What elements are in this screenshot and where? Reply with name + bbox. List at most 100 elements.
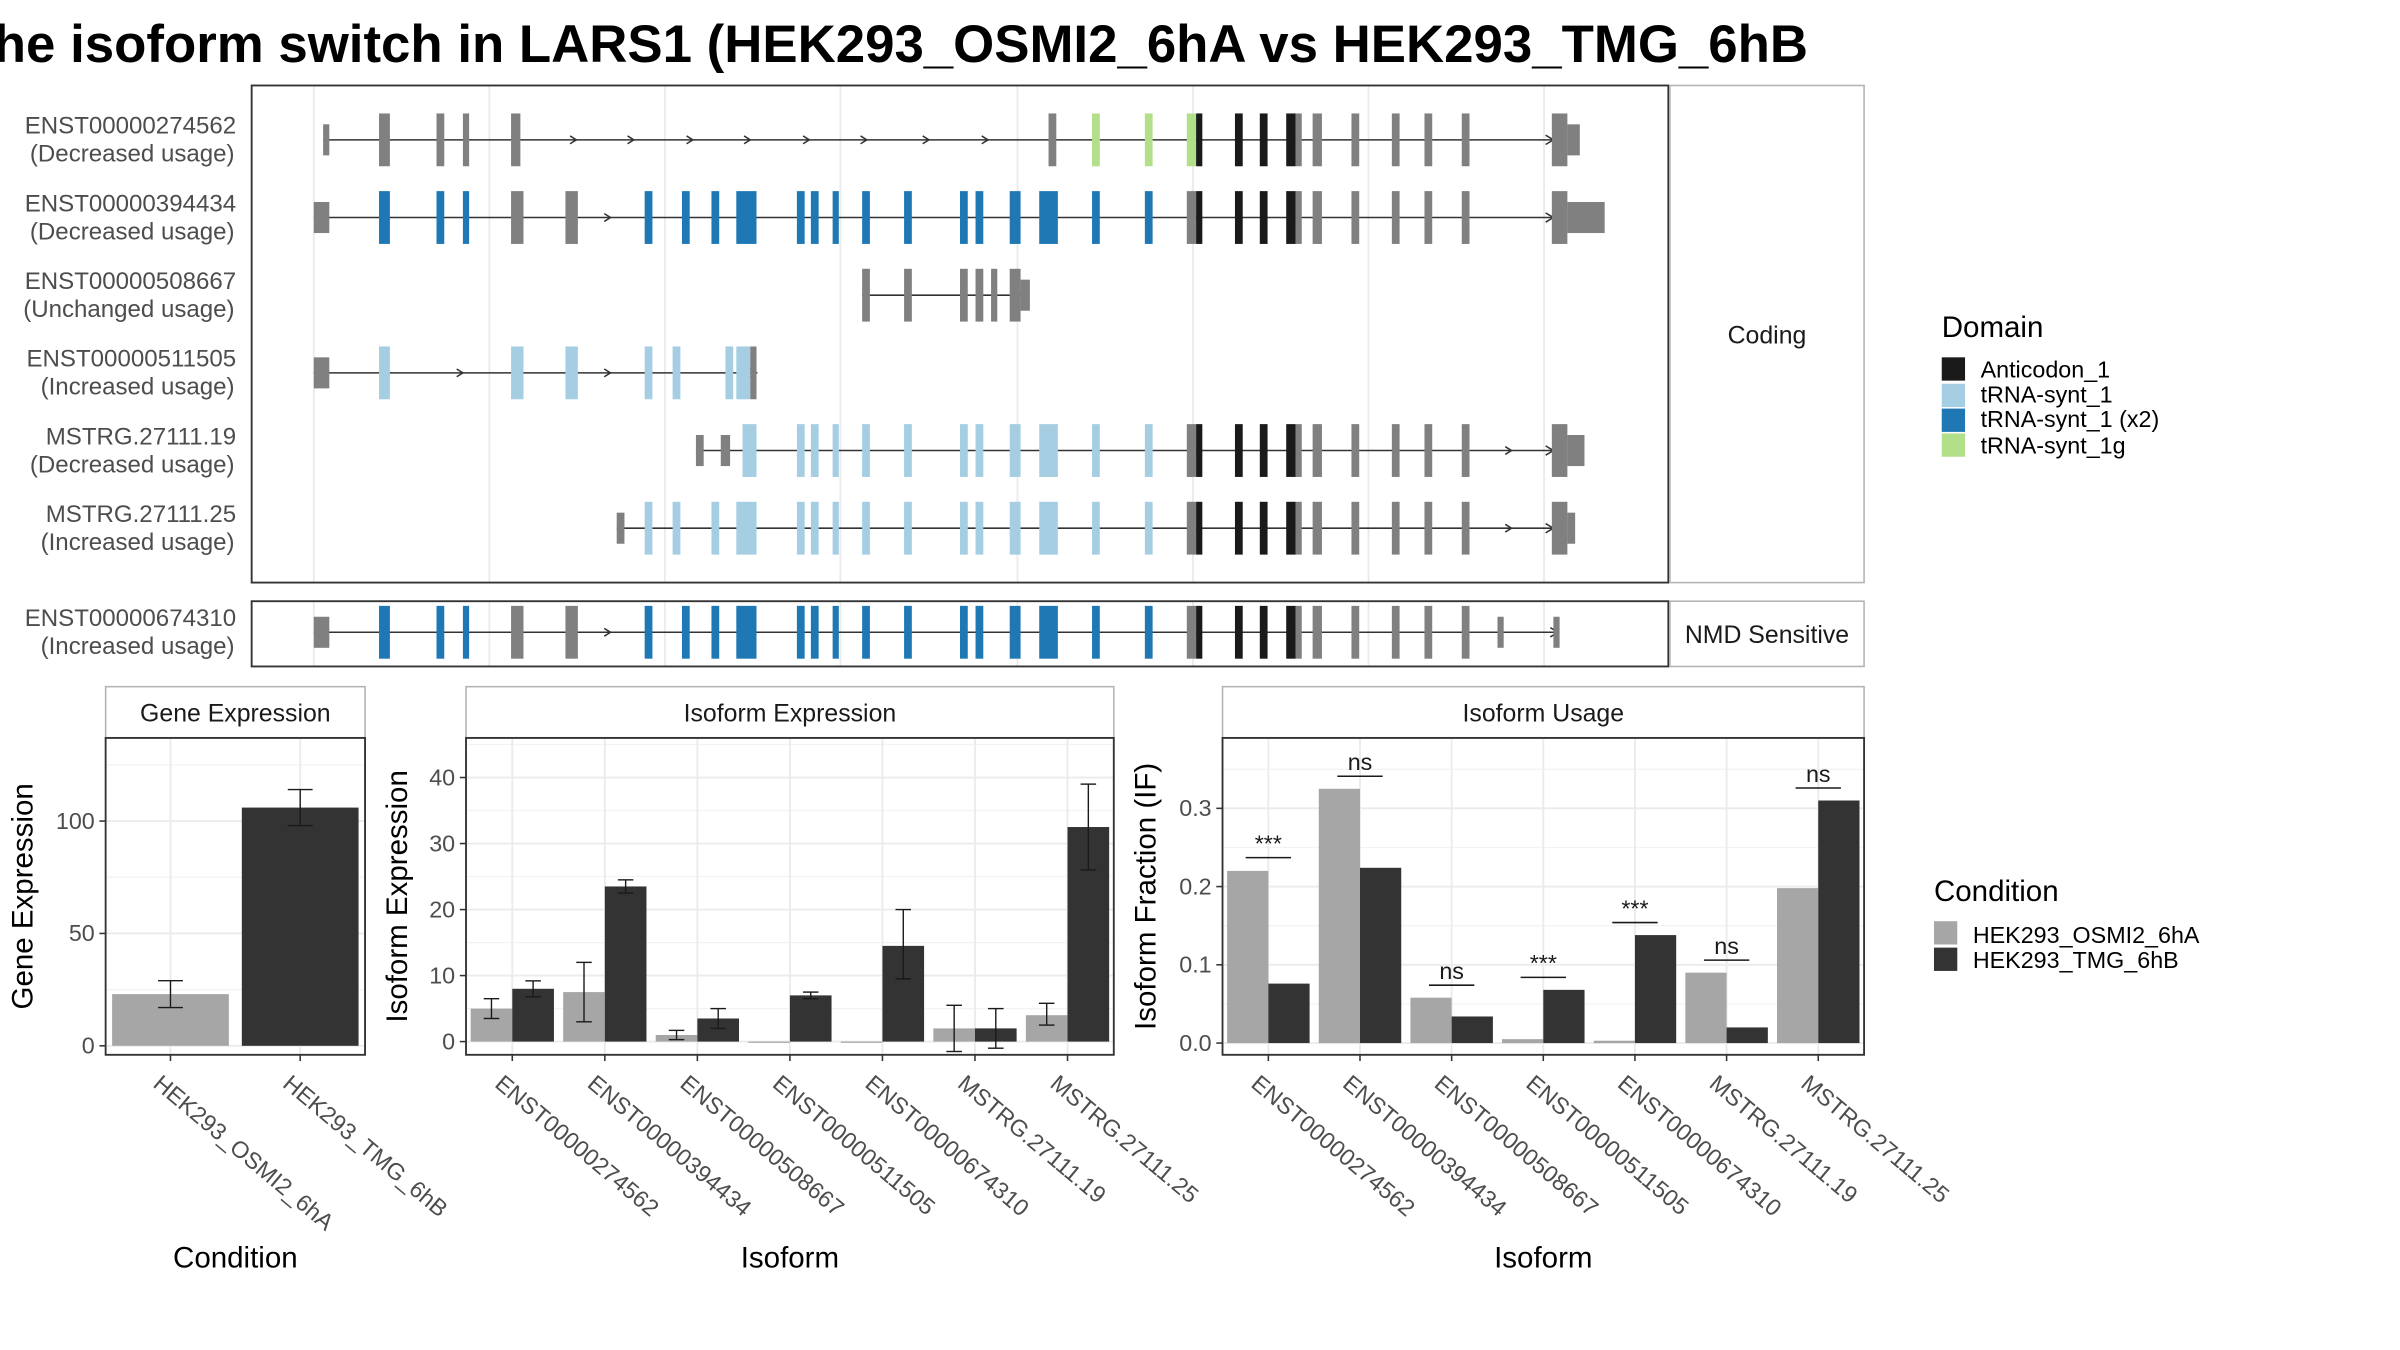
panel-strip [104, 685, 366, 739]
domain-block [436, 605, 445, 659]
significance-label: *** [1530, 950, 1557, 976]
domain-block [810, 191, 819, 244]
domain-block [1286, 113, 1296, 167]
bar [1268, 983, 1310, 1044]
exon-block [1312, 501, 1322, 555]
domain-block [672, 501, 681, 555]
exon-block [1186, 424, 1197, 477]
domain-block [862, 191, 870, 244]
domain-block [1144, 424, 1153, 477]
exon-block [1461, 605, 1470, 659]
bar [748, 1041, 790, 1043]
exon-block [1295, 605, 1302, 659]
domain-block [681, 605, 690, 659]
domain-block [1196, 501, 1203, 555]
domain-block [796, 424, 805, 477]
bar [1410, 997, 1452, 1044]
exon-block [991, 268, 998, 322]
legend-label-anticodon: Anticodon_1 [1981, 357, 2111, 383]
domain-block [1196, 191, 1203, 244]
x-tick-label: MSTRG.27111.25 [1796, 1070, 1954, 1208]
bar [697, 1018, 740, 1042]
domain-block [1259, 605, 1268, 659]
exon-block [1295, 424, 1302, 477]
y-axis-title: Gene Expression [7, 783, 40, 1009]
isoform-label: ENST00000508667 [25, 268, 236, 295]
domain-block [1009, 605, 1021, 659]
domain-block [736, 501, 757, 555]
y-tick-label: 100 [56, 808, 95, 834]
y-tick-label: 0.2 [1179, 873, 1211, 899]
domain-block [1092, 113, 1100, 167]
exon-block [695, 435, 704, 467]
domain-block [960, 501, 968, 555]
exon-block [323, 124, 330, 156]
domain-block [1234, 605, 1243, 659]
exon-block [862, 268, 870, 322]
significance-label: *** [1255, 830, 1282, 856]
condition-legend: Condition HEK293_OSMI2_6hA HEK293_TMG_6h… [1933, 875, 2200, 973]
domain-block [862, 501, 870, 555]
nmd-strip [1669, 600, 1865, 668]
domain-block [462, 191, 470, 244]
domain-block [1286, 424, 1296, 477]
legend-key-trna-synt-1 [1941, 383, 1966, 408]
domain-block [975, 424, 984, 477]
domain-block [1286, 191, 1296, 244]
domain-block [1259, 113, 1268, 167]
significance-label: ns [1806, 761, 1831, 787]
isoform-usage-label: (Decreased usage) [30, 218, 235, 245]
exon-block [1461, 113, 1470, 167]
domain-block [862, 605, 870, 659]
domain-block [810, 424, 819, 477]
domain-block [711, 605, 720, 659]
domain-block [1196, 113, 1203, 167]
domain-block [462, 605, 470, 659]
domain-block [1286, 501, 1296, 555]
strand-arrow [456, 368, 465, 378]
exon-block [1186, 191, 1197, 244]
exon-block [1312, 605, 1322, 659]
bar [1777, 888, 1819, 1044]
x-tick-label: ENST00000394434 [583, 1070, 757, 1221]
domain-block [1092, 605, 1100, 659]
exon-block [1551, 191, 1568, 244]
domain-block [862, 424, 870, 477]
domain-block [1259, 424, 1268, 477]
domain-block [681, 191, 690, 244]
x-tick-label: ENST00000674310 [861, 1070, 1035, 1221]
domain-block [1234, 113, 1243, 167]
domain-block [832, 605, 839, 659]
strand-arrow [603, 627, 612, 637]
x-tick-label: ENST00000511505 [768, 1070, 940, 1220]
exon-block [1295, 191, 1302, 244]
x-tick-label: ENST00000274562 [1246, 1070, 1419, 1221]
isoform-label: ENST00000511505 [27, 346, 237, 373]
bar [512, 988, 554, 1042]
bar [1818, 800, 1860, 1044]
x-axis-title: Condition [173, 1242, 298, 1275]
strand-arrow [569, 135, 578, 145]
domain-block [1039, 501, 1058, 555]
strand-arrow [1504, 445, 1513, 456]
exon-block [511, 113, 521, 167]
exon-block [1424, 113, 1433, 167]
exon-block [1424, 605, 1433, 659]
domain-block [742, 424, 757, 477]
domain-block [511, 346, 524, 400]
bar [1593, 1040, 1635, 1044]
domain-block [975, 501, 984, 555]
exon-block [1391, 113, 1400, 167]
y-tick-label: 0.1 [1179, 952, 1211, 978]
exon-block [1312, 191, 1322, 244]
significance-label: ns [1714, 933, 1739, 959]
domain-block [832, 501, 839, 555]
domain-block [960, 605, 968, 659]
exon-block [1461, 501, 1470, 555]
domain-block [1144, 605, 1153, 659]
y-tick-label: 0.3 [1179, 795, 1211, 821]
panel-strip [465, 685, 1115, 739]
exon-block [1351, 605, 1360, 659]
x-tick-label: ENST00000511505 [1521, 1070, 1693, 1220]
